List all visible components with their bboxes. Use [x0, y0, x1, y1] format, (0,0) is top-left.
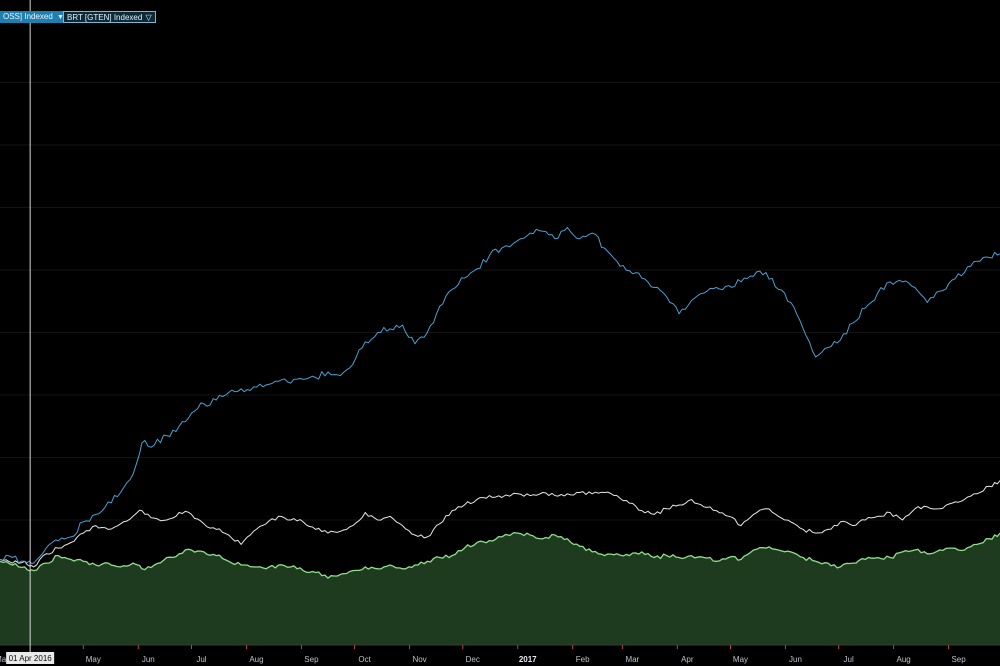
chevron-down-icon[interactable]: ▽ [145, 13, 152, 22]
x-tick-label: May [86, 655, 101, 664]
x-tick-label: Jun [789, 655, 802, 664]
x-tick-label: Jul [844, 655, 854, 664]
x-tick-label: Jul [196, 655, 206, 664]
x-tick-label: Feb [576, 655, 590, 664]
x-tick-label: Mar [0, 655, 9, 664]
x-tick-label: Mar [625, 655, 639, 664]
legend-series-a-label: OSS] Indexed [3, 12, 53, 21]
x-tick-label: Dec [466, 655, 480, 664]
x-tick-label: Apr [681, 655, 694, 664]
cursor-date-badge [6, 652, 55, 664]
legend-series-a[interactable]: OSS] Indexed ▼ [0, 11, 67, 23]
x-axis: Mar May Jun Jul Aug Sep Oct Nov Dec 2017 Feb Mar Apr… [0, 645, 966, 664]
x-tick-label: Aug [249, 655, 263, 664]
x-tick-label: Sep [304, 655, 319, 664]
x-tick-label: May [733, 655, 748, 664]
legend-series-b[interactable]: BRT [GTEN] Indexed ▽ [63, 11, 156, 23]
x-tick-label: Jun [142, 655, 155, 664]
chevron-down-icon[interactable]: ▼ [57, 14, 64, 21]
legend-series-b-label: BRT [GTEN] Indexed [67, 13, 143, 22]
x-tick-label: Oct [358, 655, 371, 664]
series-green-line [0, 531, 1000, 579]
x-tick-label: Aug [896, 655, 910, 664]
crosshair-cursor[interactable]: 01 Apr 2016 [6, 0, 55, 664]
cursor-date-label: 01 Apr 2016 [9, 654, 53, 663]
series-white-line [0, 480, 1000, 568]
x-tick-label: 2017 [519, 655, 537, 664]
series-blue-line [0, 227, 1000, 564]
x-tick-label: Sep [951, 655, 966, 664]
x-tick-label: Nov [412, 655, 426, 664]
series-layer [0, 227, 1000, 645]
series-green-area [0, 532, 1000, 645]
